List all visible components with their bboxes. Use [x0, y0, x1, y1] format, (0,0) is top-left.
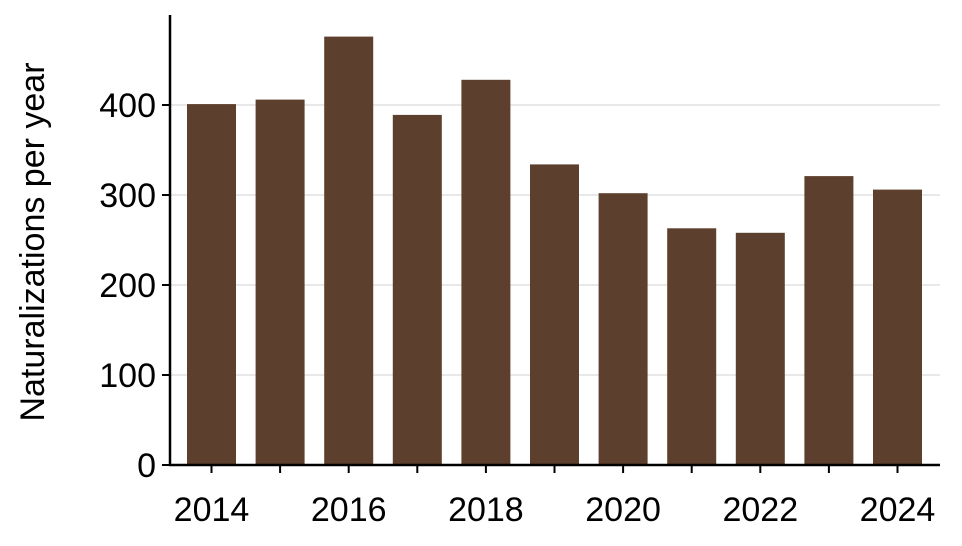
bars [187, 36, 922, 466]
bar-2023 [804, 176, 854, 465]
bar-2014 [187, 104, 236, 465]
xtick-label-2016: 2016 [311, 491, 387, 529]
bar-2019 [530, 164, 579, 465]
y-axis-title: Naturalizations per year [14, 62, 52, 421]
bar-2024 [873, 189, 922, 465]
x-ticks: 2014 2016 2018 2020 2022 2024 [174, 465, 936, 529]
xtick-label-2022: 2022 [722, 491, 798, 529]
bar-2015 [255, 99, 305, 465]
bar-2017 [392, 114, 442, 466]
bar-2020 [598, 193, 648, 465]
bar-2022 [735, 232, 785, 465]
ytick-label-400: 400 [99, 87, 156, 125]
bar-2016 [324, 36, 374, 465]
bar-2021 [667, 228, 717, 465]
xtick-label-2024: 2024 [860, 491, 936, 529]
bar-2018 [461, 79, 511, 466]
ytick-label-0: 0 [137, 447, 156, 485]
y-ticks: 0 100 200 300 400 [99, 87, 170, 485]
ytick-label-200: 200 [99, 267, 156, 305]
xtick-label-2014: 2014 [174, 491, 250, 529]
xtick-label-2018: 2018 [448, 491, 524, 529]
ytick-label-300: 300 [99, 177, 156, 215]
xtick-label-2020: 2020 [585, 491, 661, 529]
ytick-label-100: 100 [99, 357, 156, 395]
